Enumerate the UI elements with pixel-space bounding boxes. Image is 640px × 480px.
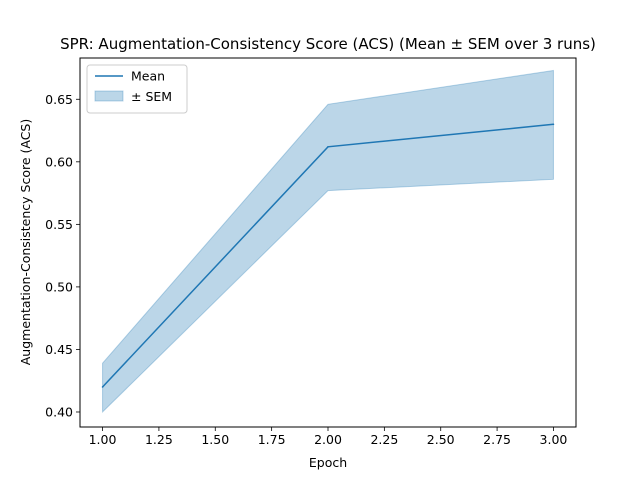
mean-point [101, 386, 104, 388]
y-tick-label: 0.45 [45, 342, 73, 357]
x-tick-label: 1.00 [89, 432, 117, 447]
x-tick-label: 2.25 [370, 432, 398, 447]
sem-band [102, 69, 554, 414]
y-tick-label: 0.55 [45, 217, 73, 232]
legend-band-swatch [94, 90, 124, 102]
x-tick-label: 1.75 [258, 432, 286, 447]
x-tick-label: 1.50 [201, 432, 229, 447]
legend-label-mean: Mean [131, 69, 165, 84]
y-tick-label: 0.65 [45, 92, 73, 107]
mean-point [327, 146, 329, 148]
y-axis-label: Augmentation-Consistency Score (ACS) [18, 119, 33, 366]
x-tick-label: 3.00 [540, 432, 568, 447]
x-tick-label: 2.00 [314, 432, 342, 447]
x-axis: 1.00 1.25 1.50 1.75 2.00 2.25 2.50 2.75 3.00 [89, 427, 568, 447]
legend: Mean ± SEM [86, 64, 188, 114]
y-tick-label: 0.50 [45, 279, 73, 294]
x-tick-label: 2.50 [427, 432, 455, 447]
x-tick-label: 2.75 [483, 432, 511, 447]
plot-area [101, 69, 555, 414]
y-tick-label: 0.60 [45, 154, 73, 169]
x-tick-label: 1.25 [145, 432, 173, 447]
x-axis-label: Epoch [309, 455, 347, 470]
chart-title: SPR: Augmentation-Consistency Score (ACS… [60, 35, 596, 53]
legend-box [86, 64, 188, 114]
y-axis: 0.40 0.45 0.50 0.55 0.60 0.65 [45, 92, 80, 419]
legend-label-sem: ± SEM [131, 89, 172, 104]
y-tick-label: 0.40 [45, 404, 73, 419]
mean-point [552, 123, 555, 126]
